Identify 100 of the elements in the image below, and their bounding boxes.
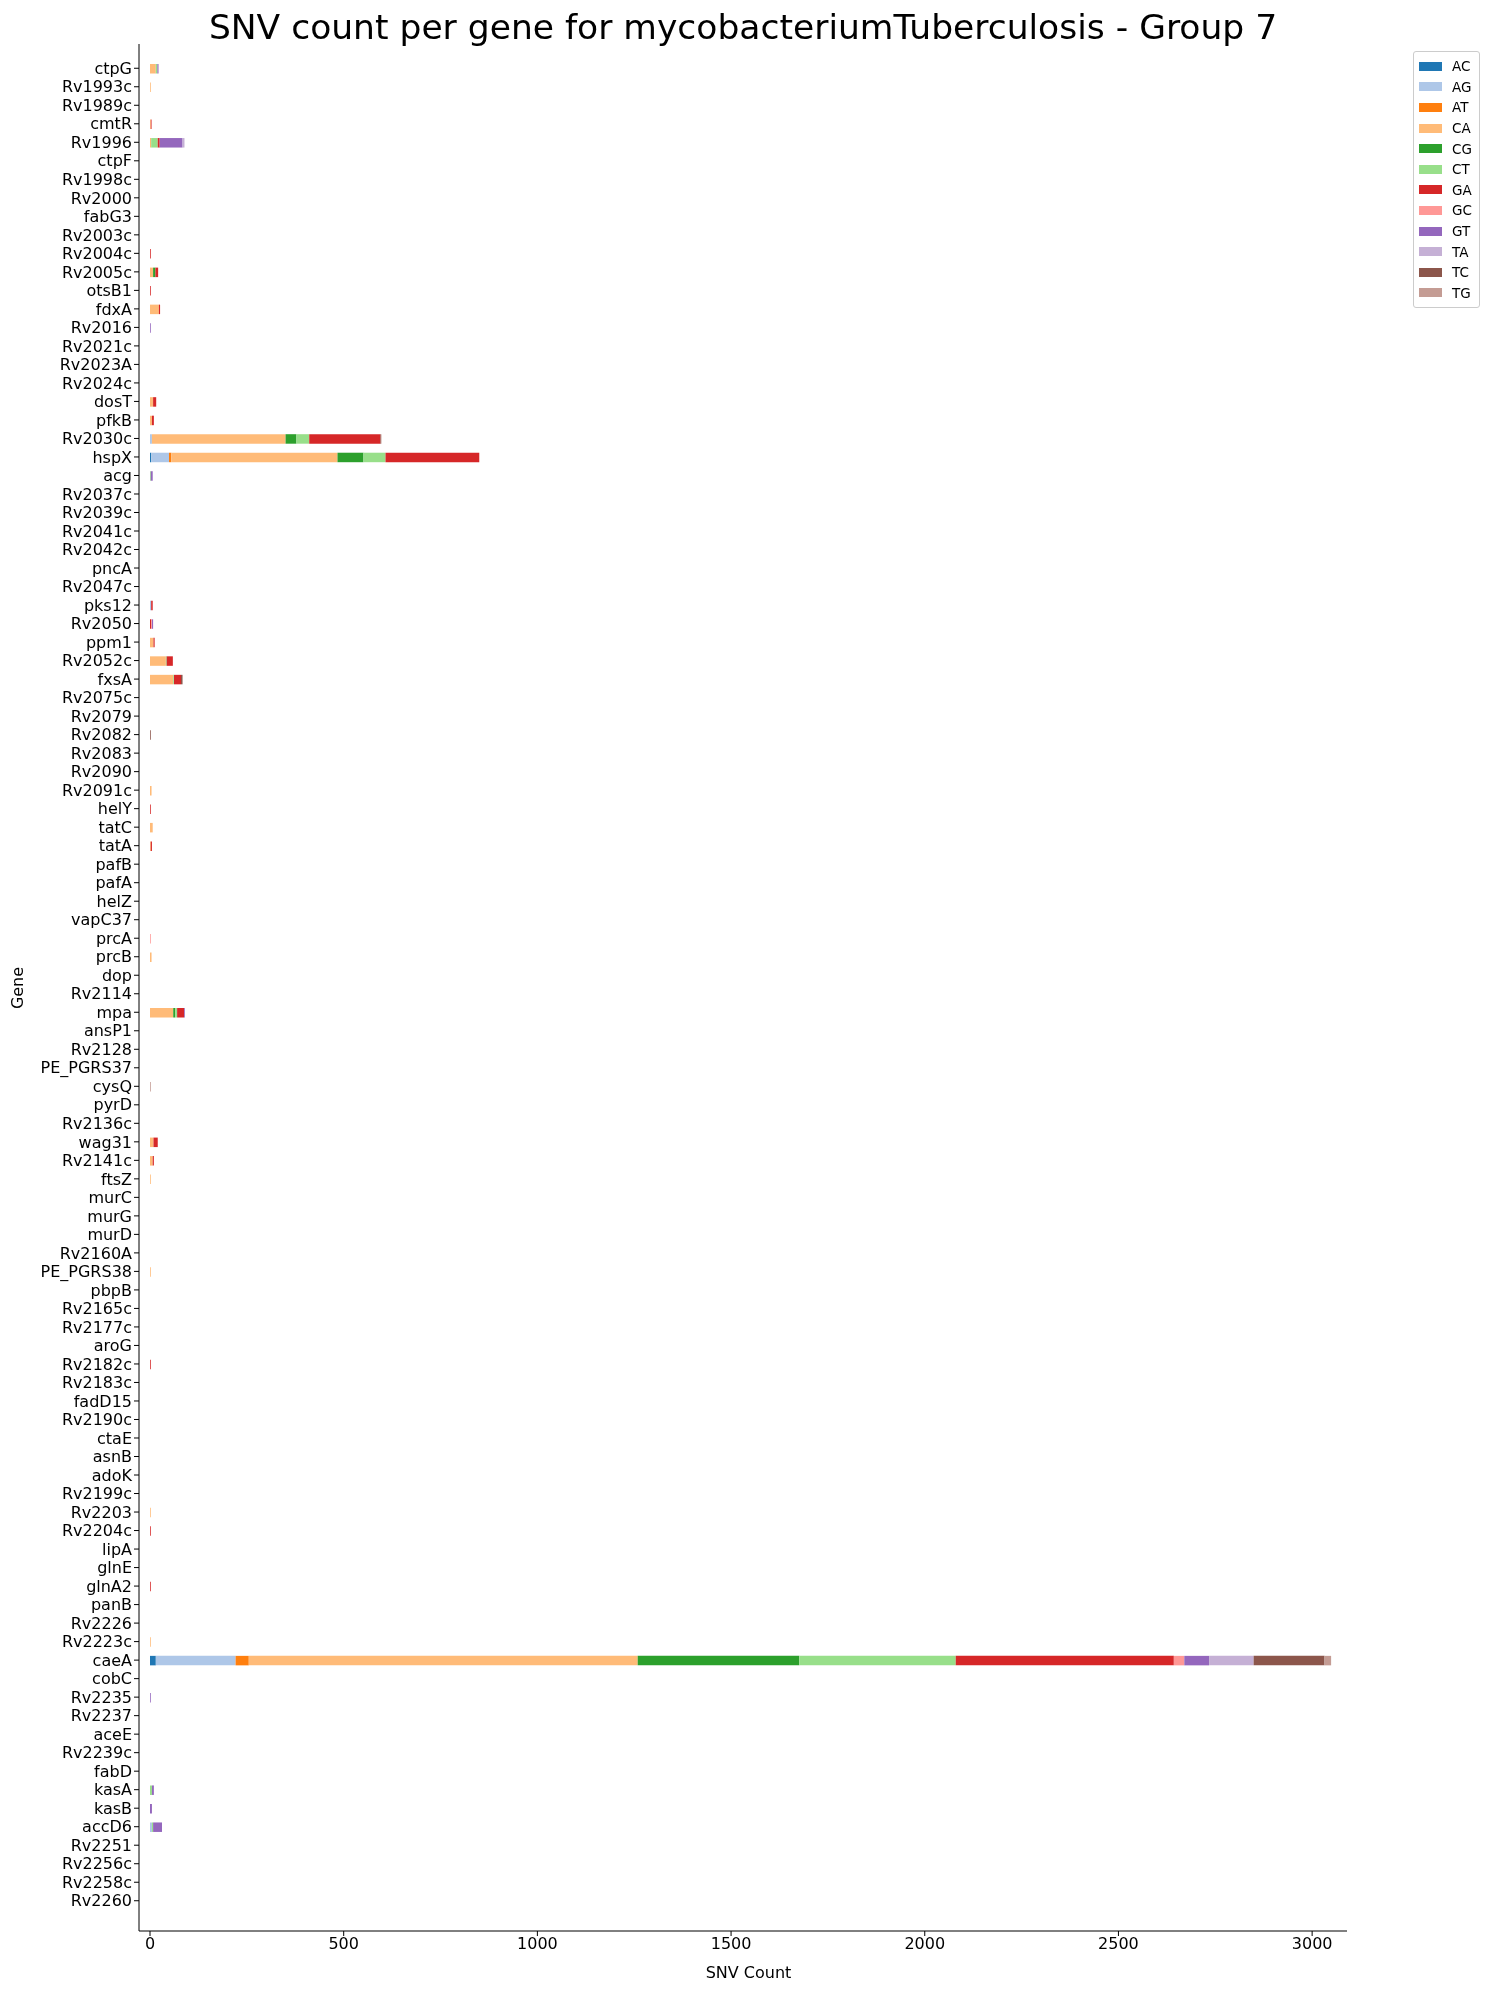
bar: [150, 1655, 156, 1666]
legend-label: GC: [1452, 202, 1472, 219]
y-tick-label: Rv2079: [70, 706, 132, 726]
bar: [799, 1655, 956, 1666]
bar: [955, 1655, 1174, 1666]
y-tick-label: Rv2177c: [61, 1317, 132, 1337]
y-tick-label: tatC: [98, 817, 132, 837]
legend-label: CT: [1452, 161, 1470, 178]
bar: [285, 434, 297, 444]
y-tick-label: helZ: [96, 891, 133, 911]
y-tick-label: PE_PGRS38: [40, 1262, 132, 1283]
bar: [174, 674, 181, 685]
y-tick-label: Rv1998c: [61, 169, 132, 189]
y-tick-label: wag31: [78, 1132, 132, 1152]
y-tick-label: panB: [90, 1595, 132, 1615]
y-tick-label: Rv2083: [70, 743, 132, 763]
y-tick-label: ctpF: [97, 151, 132, 171]
y-tick-label: Rv2203: [70, 1502, 132, 1522]
bar: [151, 452, 169, 463]
chart-title: SNV count per gene for mycobacteriumTuberculosis - Group 7: [207, 6, 1279, 48]
y-tick-label: Rv2016: [70, 318, 132, 338]
y-tick-label: mpa: [96, 1002, 132, 1022]
y-tick-label: Rv2023A: [59, 355, 133, 375]
y-tick-label: Rv2000: [70, 188, 132, 208]
bar: [155, 1655, 236, 1666]
y-tick-label: cysQ: [92, 1076, 132, 1096]
y-tick-label: acg: [103, 466, 132, 486]
bar: [248, 1655, 638, 1666]
y-tick-label: ansP1: [83, 1021, 132, 1041]
legend-label: TA: [1452, 243, 1469, 260]
y-tick-label: pafA: [95, 873, 133, 893]
y-tick-label: Rv2039c: [61, 503, 132, 523]
y-tick-label: murC: [88, 1188, 132, 1208]
y-tick-label: glnA2: [86, 1576, 132, 1596]
y-tick-label: Rv2165c: [61, 1299, 132, 1319]
y-tick-label: pncA: [91, 558, 133, 578]
y-tick-label: Rv2050: [70, 614, 132, 634]
y-tick-label: Rv2114: [70, 984, 132, 1004]
legend-label: CG: [1452, 140, 1472, 157]
y-tick-label: PE_PGRS37: [40, 1058, 132, 1079]
y-tick-label: otsB1: [86, 281, 132, 301]
y-tick-label: Rv2237: [70, 1706, 132, 1726]
legend-label: GT: [1452, 223, 1471, 240]
y-tick-label: glnE: [97, 1558, 132, 1578]
bar: [150, 304, 159, 315]
x-tick-label: 1500: [710, 1934, 752, 1954]
y-tick-label: Rv2260: [70, 1891, 132, 1911]
y-tick-label: cmtR: [90, 114, 132, 134]
y-tick-label: Rv2226: [70, 1613, 132, 1633]
y-tick-label: Rv2251: [70, 1835, 132, 1855]
bar: [166, 656, 173, 666]
x-tick-label: 2500: [1098, 1934, 1139, 1954]
y-tick-label: Rv2136c: [61, 1114, 132, 1134]
y-tick-label: helY: [97, 799, 133, 819]
y-tick-label: Rv2235: [70, 1687, 132, 1707]
y-tick-label: tatA: [98, 836, 133, 856]
bar: [153, 1822, 163, 1832]
y-axis-title: Gene: [8, 966, 28, 1009]
y-tick-label: Rv2223c: [61, 1632, 132, 1652]
y-tick-label: Rv2042c: [61, 540, 132, 560]
y-tick-label: Rv2004c: [61, 244, 132, 264]
y-tick-label: ftsZ: [101, 1169, 133, 1189]
bar: [309, 434, 381, 444]
y-tick-label: Rv2024c: [61, 373, 132, 393]
y-tick-label: Rv2075c: [61, 688, 132, 708]
y-tick-label: Rv2190c: [61, 1410, 132, 1430]
y-tick-label: Rv1989c: [61, 95, 132, 115]
x-axis-title: SNV Count: [704, 1963, 793, 1983]
y-tick-label: pfkB: [95, 410, 132, 430]
x-tick-label: 2000: [904, 1934, 946, 1954]
bar: [1209, 1655, 1254, 1666]
bar: [177, 1008, 185, 1018]
y-tick-label: Rv2183c: [61, 1373, 132, 1393]
y-tick-label: dosT: [93, 392, 133, 412]
bar: [153, 1137, 158, 1148]
bar: [363, 452, 386, 463]
y-tick-label: hspX: [92, 447, 133, 467]
y-tick-label: ctaE: [97, 1428, 132, 1448]
legend-label: AG: [1452, 78, 1472, 95]
y-tick-label: Rv2239c: [61, 1743, 132, 1763]
y-tick-label: aceE: [93, 1724, 132, 1744]
bar: [296, 434, 310, 444]
y-tick-label: aroG: [93, 1336, 132, 1356]
y-tick-label: Rv2128: [70, 1039, 132, 1059]
y-tick-label: Rv2204c: [61, 1521, 132, 1541]
x-tick-label: 0: [144, 1934, 156, 1954]
bar: [385, 452, 480, 463]
y-tick-label: fabG3: [83, 207, 132, 227]
bar: [637, 1655, 800, 1666]
y-tick-label: dop: [101, 965, 132, 985]
bar: [150, 822, 153, 833]
y-tick-label: fadD15: [73, 1391, 132, 1411]
y-tick-label: Rv2199c: [61, 1484, 132, 1504]
y-tick-label: asnB: [92, 1447, 132, 1467]
y-tick-label: cobC: [92, 1669, 132, 1689]
y-tick-label: Rv2258c: [61, 1872, 132, 1892]
y-tick-label: vapC37: [71, 910, 132, 930]
bar: [150, 674, 174, 685]
y-tick-label: pyrD: [93, 1095, 132, 1115]
bar: [150, 64, 156, 74]
